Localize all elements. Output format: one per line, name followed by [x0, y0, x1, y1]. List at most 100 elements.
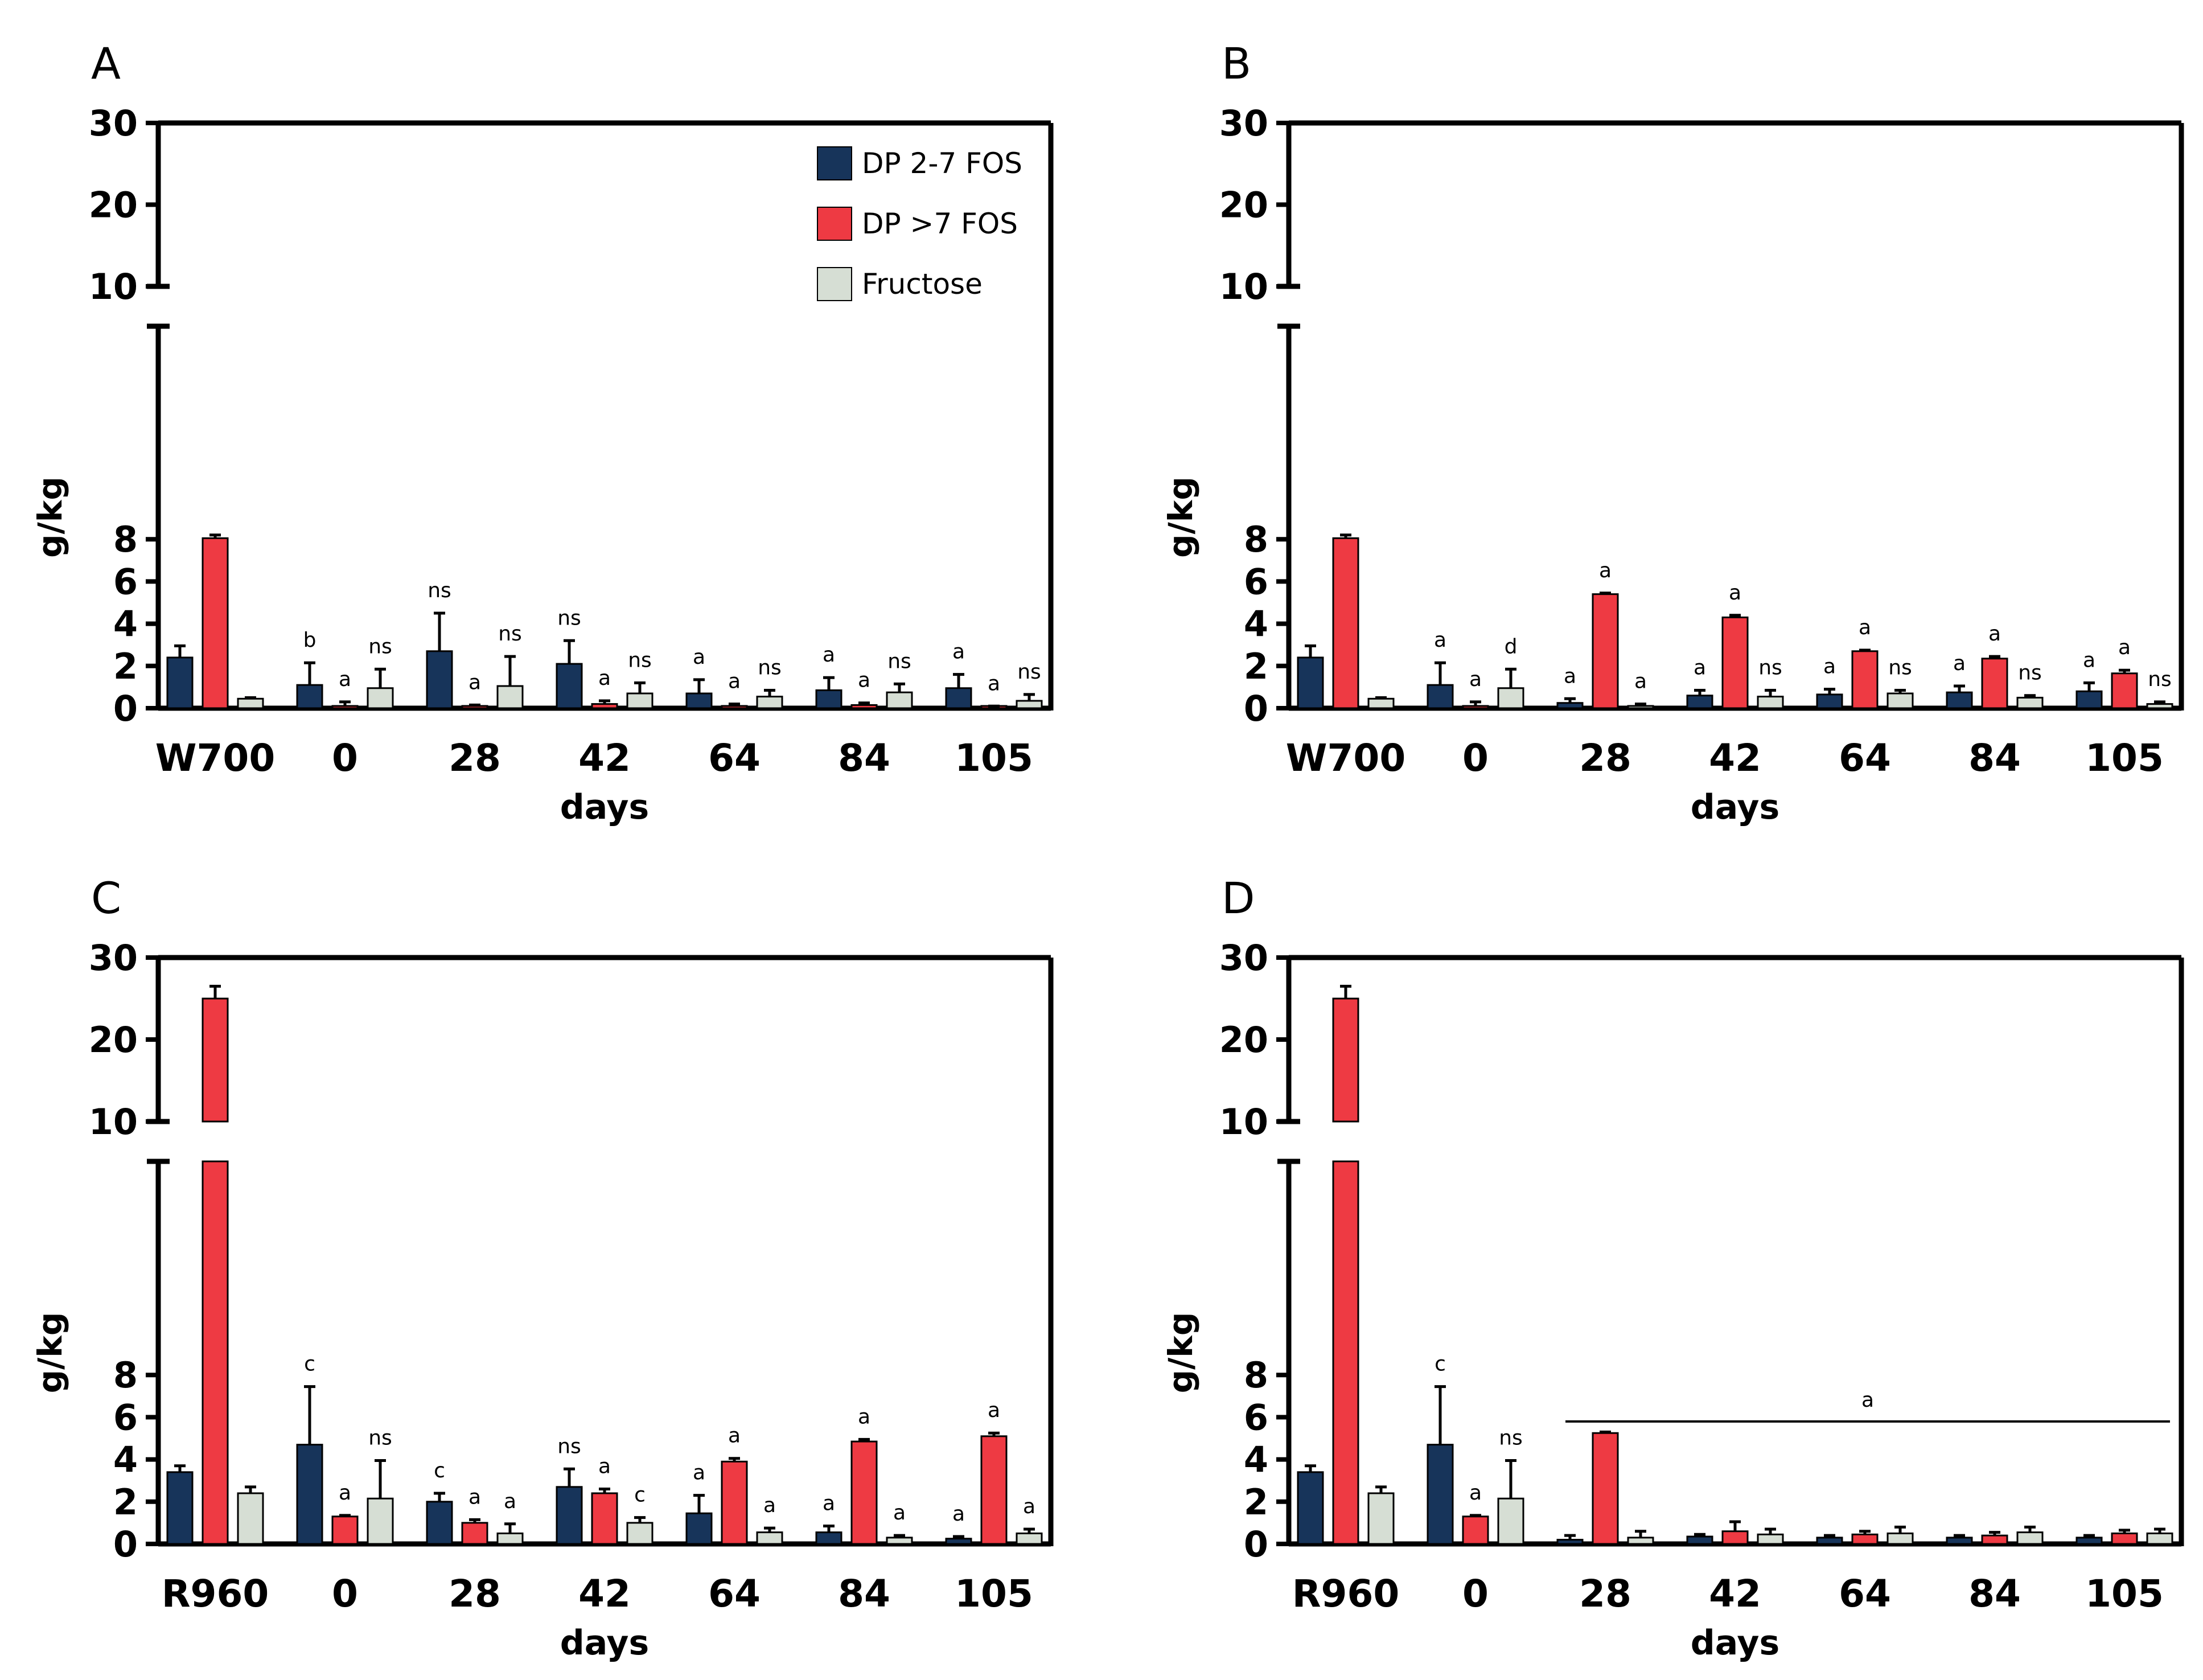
- bar-dp-2-7-fos: [1297, 1471, 1324, 1545]
- significance-label: a: [693, 646, 705, 669]
- significance-label: a: [858, 669, 870, 692]
- x-tick-label: W700: [1286, 736, 1406, 780]
- y-tick-label: 2: [1244, 646, 1268, 687]
- bar-fructose: [886, 691, 913, 709]
- y-axis-label: g/kg: [31, 1312, 69, 1394]
- x-tick-label: 64: [708, 1572, 761, 1616]
- significance-label: ns: [758, 656, 782, 679]
- bar-dp-2-7-fos: [685, 1512, 713, 1545]
- significance-label: c: [1435, 1353, 1446, 1376]
- y-tick-label: 0: [1244, 688, 1268, 729]
- significance-label: a: [728, 670, 741, 693]
- bar-dp-2-7-fos: [945, 687, 972, 709]
- y-tick-label: 4: [113, 1439, 138, 1481]
- significance-label: a: [468, 1485, 481, 1509]
- bar-dp-2-7-fos: [685, 692, 713, 709]
- bar-dp-7-fos: [1851, 1533, 1879, 1545]
- significance-label: ns: [1499, 1426, 1523, 1449]
- x-tick-label: 0: [332, 1572, 358, 1616]
- bar-dp-7-fos: [202, 537, 229, 709]
- y-tick-label: 10: [1219, 1101, 1268, 1143]
- bar-dp-7-fos-upper: [202, 997, 229, 1123]
- significance-label: ns: [557, 1435, 581, 1458]
- bar-dp-7-fos: [1981, 1534, 2008, 1545]
- y-tick-label: 2: [113, 646, 138, 687]
- bar-fructose: [2146, 703, 2173, 709]
- significance-label: a: [1729, 581, 1741, 605]
- bar-fructose: [1627, 1537, 1654, 1545]
- bar-dp-2-7-fos: [1427, 684, 1454, 709]
- significance-label: a: [1953, 652, 1966, 675]
- bar-dp-7-fos: [1721, 1530, 1749, 1545]
- bar-dp-7-fos: [331, 1515, 359, 1545]
- y-tick-label: 30: [89, 937, 138, 979]
- y-tick-label: 0: [113, 1523, 138, 1565]
- x-axis-label: days: [560, 787, 649, 827]
- legend: DP 2-7 FOS DP >7 FOS Fructose: [817, 146, 1022, 301]
- significance-label: a: [1694, 656, 1706, 679]
- bar-fructose: [626, 1522, 653, 1545]
- significance-label: a: [858, 1405, 870, 1428]
- bar-dp-2-7-fos: [1946, 691, 1973, 709]
- significance-label: ns: [428, 579, 451, 602]
- bar-dp-7-fos: [721, 1460, 748, 1545]
- bar-dp-7-fos: [331, 705, 359, 709]
- bar-dp-2-7-fos: [1556, 702, 1584, 709]
- bar-dp-7-fos-lower: [202, 1160, 229, 1545]
- bar-fructose: [756, 1531, 783, 1545]
- significance-label: a: [598, 1455, 611, 1478]
- bar-dp-7-fos: [980, 1435, 1008, 1545]
- y-tick-label: 6: [113, 1396, 138, 1438]
- y-tick-label: 10: [89, 1101, 138, 1143]
- legend-label: DP >7 FOS: [862, 207, 1018, 240]
- bar-dp-2-7-fos: [1686, 695, 1713, 709]
- y-axis-label: g/kg: [31, 477, 69, 558]
- bar-fructose: [626, 692, 653, 709]
- bar-dp-7-fos: [1462, 705, 1489, 709]
- significance-label: a: [693, 1461, 705, 1485]
- significance-label: ns: [368, 1426, 392, 1449]
- panel-label: B: [1222, 38, 1251, 89]
- x-tick-label: 28: [1579, 1572, 1631, 1616]
- bar-fructose: [496, 685, 524, 709]
- y-tick-label: 6: [1244, 1396, 1268, 1438]
- x-axis-label: days: [1691, 1623, 1779, 1663]
- bar-dp-7-fos: [850, 1440, 878, 1545]
- significance-label: a: [893, 1501, 906, 1525]
- significance-label: a: [763, 1494, 776, 1517]
- significance-label: b: [303, 629, 317, 652]
- bar-dp-7-fos: [850, 704, 878, 709]
- bar-dp-2-7-fos: [2075, 1537, 2103, 1545]
- x-tick-label: 0: [332, 736, 358, 780]
- significance-label: ns: [2148, 668, 2172, 691]
- bar-dp-7-fos: [2111, 672, 2138, 709]
- bar-dp-7-fos: [1592, 593, 1619, 709]
- x-tick-label: 64: [1839, 736, 1891, 780]
- y-axis-label: g/kg: [1161, 477, 1200, 558]
- significance-label: a: [823, 1492, 835, 1515]
- x-tick-label: 105: [2085, 1572, 2164, 1616]
- bar-dp-2-7-fos: [426, 1501, 453, 1545]
- significance-label: a: [1859, 616, 1871, 639]
- x-axis-label: days: [560, 1623, 649, 1663]
- significance-label: a: [1564, 664, 1576, 688]
- y-tick-label: 2: [113, 1481, 138, 1523]
- significance-label: ns: [628, 648, 652, 672]
- significance-label: c: [634, 1484, 646, 1507]
- bar-dp-7-fos-lower: [1332, 1160, 1359, 1545]
- bar-dp-2-7-fos: [1816, 1537, 1843, 1545]
- bar-dp-7-fos: [1462, 1515, 1489, 1545]
- bar-dp-2-7-fos: [556, 1486, 583, 1545]
- y-tick-label: 10: [1219, 266, 1268, 307]
- significance-label: a: [504, 1490, 516, 1513]
- bar-dp-7-fos: [1721, 616, 1749, 709]
- bar-fructose: [1016, 700, 1043, 709]
- y-tick-label: 20: [89, 184, 138, 226]
- significance-label: a: [1023, 1495, 1035, 1518]
- bar-fructose: [1886, 692, 1914, 709]
- bar-dp-2-7-fos: [945, 1538, 972, 1545]
- x-tick-label: 84: [1968, 1572, 2021, 1616]
- x-tick-label: 42: [1709, 1572, 1761, 1616]
